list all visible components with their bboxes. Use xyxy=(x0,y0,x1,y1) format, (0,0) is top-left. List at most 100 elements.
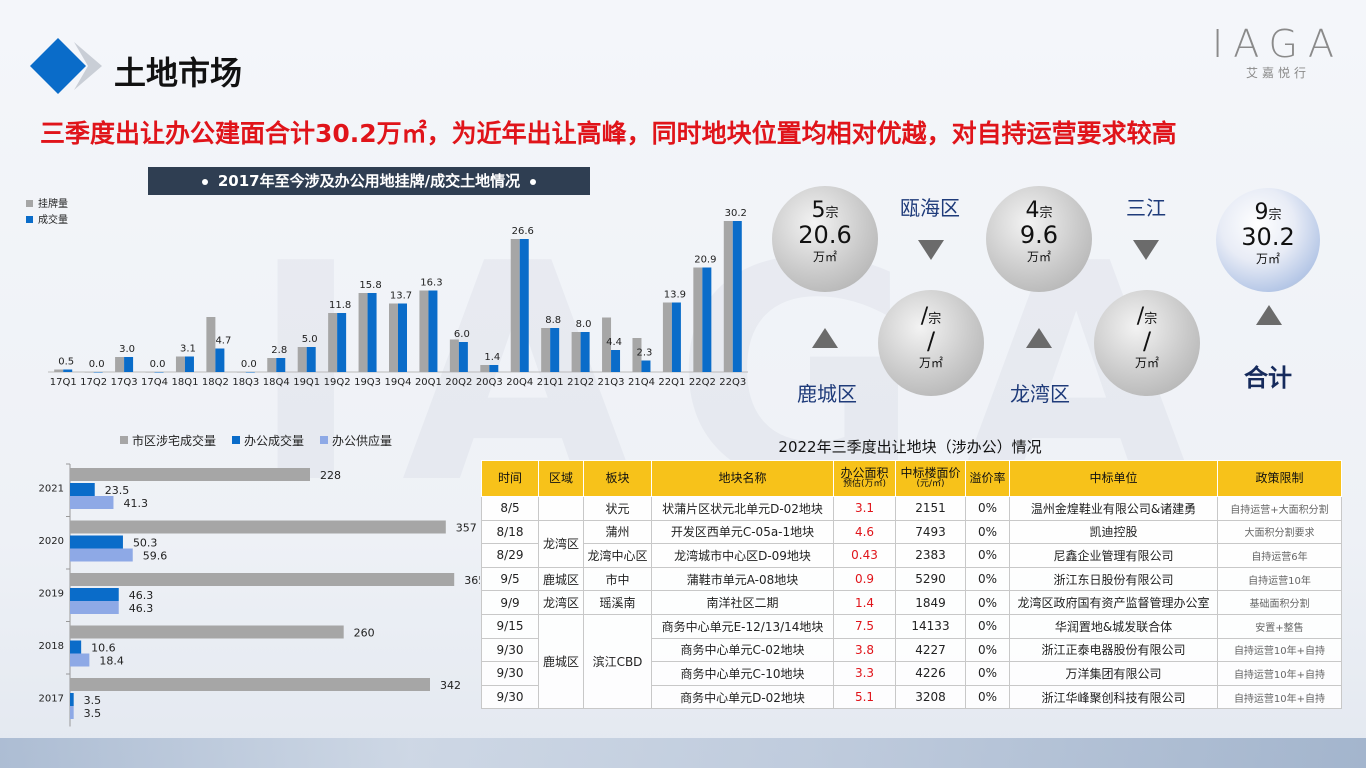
tick-label-21Q3: 21Q3 xyxy=(598,377,625,388)
hbar-2021-0 xyxy=(70,468,310,481)
hbar-2018-1 xyxy=(70,640,82,654)
tick-label-22Q3: 22Q3 xyxy=(719,377,746,388)
tick-label-21Q1: 21Q1 xyxy=(537,377,564,388)
tick-label-22Q2: 22Q2 xyxy=(689,377,716,388)
data-label-2017-2: 3.5 xyxy=(84,707,102,720)
table-cell: 9/30 xyxy=(481,637,539,663)
bar-20Q2-0 xyxy=(449,339,459,372)
data-label-19Q1: 5.0 xyxy=(302,334,318,345)
bar-17Q4-1 xyxy=(154,372,164,373)
bar-17Q3-1 xyxy=(124,357,134,372)
table-cell: 0% xyxy=(965,684,1010,710)
data-label-2021-1: 23.5 xyxy=(105,484,130,497)
tick-label-20Q4: 20Q4 xyxy=(506,377,533,388)
tick-label-20Q2: 20Q2 xyxy=(445,377,472,388)
hbar-2021-1 xyxy=(70,483,95,496)
table-cell: 大面积分割要求 xyxy=(1217,519,1342,545)
data-label-19Q2: 11.8 xyxy=(329,300,351,311)
table-cell: 龙湾中心区 xyxy=(583,543,652,568)
data-label-2017-0: 342 xyxy=(440,679,461,692)
legend-label-1: 成交量 xyxy=(38,213,68,226)
table-cell: 南洋社区二期 xyxy=(651,590,834,615)
tick-label-19Q2: 19Q2 xyxy=(324,377,351,388)
bullet-dot-icon xyxy=(201,178,208,185)
bar-18Q2-1 xyxy=(215,348,225,372)
bar-17Q1-0 xyxy=(54,369,64,372)
tick-label-18Q3: 18Q3 xyxy=(232,377,259,388)
table-cell: 浙江华峰聚创科技有限公司 xyxy=(1009,684,1218,710)
table-cell xyxy=(538,496,584,521)
tick-label-20Q1: 20Q1 xyxy=(415,377,442,388)
bar-17Q2-1 xyxy=(93,372,103,373)
table-cell: 1849 xyxy=(895,590,966,615)
header-plot-name: 地块名称 xyxy=(651,460,834,497)
bar-21Q4-1 xyxy=(641,360,651,372)
bar-21Q3-0 xyxy=(602,317,612,372)
table-cell: 9/30 xyxy=(481,684,539,710)
bar-18Q2-0 xyxy=(206,317,216,372)
table-cell: 0% xyxy=(965,613,1010,639)
table-cell: 龙湾区政府国有资产监督管理办公室 xyxy=(1009,590,1218,615)
table-row: 9/5 鹿城区 市中 蒲鞋市单元A-08地块 0.9 5290 0% 浙江东日股份有限公司 自持… xyxy=(481,566,1342,592)
table-cell: 0% xyxy=(965,543,1010,568)
bar-18Q1-1 xyxy=(184,356,194,372)
header-time: 时间 xyxy=(481,460,539,497)
bar-19Q4-0 xyxy=(389,303,398,372)
hbar-2018-2 xyxy=(70,653,90,667)
table-cell: 鹿城区 xyxy=(538,566,584,592)
table-cell: 龙湾区 xyxy=(538,590,584,615)
header-region: 区域 xyxy=(538,460,584,497)
bar-22Q1-1 xyxy=(671,302,681,372)
table-cell: 0% xyxy=(965,519,1010,545)
table-cell: 商务中心单元E-12/13/14地块 xyxy=(651,613,834,639)
bar-19Q2-0 xyxy=(328,313,338,372)
brand-name-cn: 艾嘉悦行 xyxy=(1246,66,1311,80)
table-cell: 3.8 xyxy=(833,637,896,663)
bar-20Q3-1 xyxy=(489,365,499,372)
tick-label-19Q3: 19Q3 xyxy=(354,377,381,388)
hbar-2017-0 xyxy=(70,678,430,691)
bar-18Q4-1 xyxy=(276,358,286,372)
bar-20Q2-1 xyxy=(458,342,468,372)
bar-19Q4-1 xyxy=(398,303,407,372)
data-label-18Q3: 0.0 xyxy=(241,359,257,370)
table-row: 8/29 龙湾中心区 龙湾城市中心区D-09地块 0.43 2383 0% 尼鑫企业管理有限… xyxy=(481,543,1342,568)
bar-21Q3-1 xyxy=(611,350,621,372)
table-cell: 0% xyxy=(965,661,1010,686)
hbar-2019-2 xyxy=(70,601,119,614)
header-price: 中标楼面价 (元/㎡) xyxy=(895,460,966,497)
table-row: 8/18 龙湾区 蒲州 开发区西单元C-05a-1地块 4.6 7493 0% 凯迪控股 大面积… xyxy=(481,519,1342,568)
table-row: 9/15 鹿城区 滨江CBD 商务中心单元E-12/13/14地块 7.5 14133 0%… xyxy=(481,613,1342,710)
bar-19Q3-1 xyxy=(367,293,377,372)
header-office-area: 办公面积 预估(万㎡) xyxy=(833,460,896,497)
legend-label-0: 挂牌量 xyxy=(38,197,68,210)
header-policy: 政策限制 xyxy=(1217,460,1342,497)
data-label-19Q3: 15.8 xyxy=(359,280,381,291)
yearly-horizontal-bar-chart: 市区涉宅成交量 办公成交量 办公供应量 2021 228 23.541.3 2020 357 5… xyxy=(39,433,480,727)
hbar-2019-1 xyxy=(70,588,119,601)
triangle-up-icon xyxy=(1256,305,1282,325)
table-cell: 8/5 xyxy=(481,496,539,521)
region-longwan: 龙湾区 xyxy=(1010,382,1070,406)
table-cell: 3208 xyxy=(895,684,966,710)
region-sanjiang: 三江 xyxy=(1126,196,1166,220)
tick-label-19Q4: 19Q4 xyxy=(385,377,412,388)
legend-label-2: 办公供应量 xyxy=(332,433,392,448)
hbar-2020-1 xyxy=(70,535,123,549)
tick-label-19Q1: 19Q1 xyxy=(293,377,320,388)
table-cell: 5290 xyxy=(895,566,966,592)
bar-21Q4-0 xyxy=(632,338,642,372)
table-cell: 凯迪控股 xyxy=(1009,519,1218,545)
table-cell: 商务中心单元D-02地块 xyxy=(651,684,834,710)
bar-18Q3-0 xyxy=(236,372,246,373)
land-deals-table: 时间 区域 板块 地块名称 办公面积 预估(万㎡) 中标楼面价 (元/㎡) 溢价率 … xyxy=(481,460,1342,710)
bar-20Q1-0 xyxy=(419,290,429,372)
table-cell: 4227 xyxy=(895,637,966,663)
data-label-2018-1: 10.6 xyxy=(91,642,116,655)
bar-19Q3-0 xyxy=(358,293,368,372)
tick-label-2018: 2018 xyxy=(39,641,64,652)
legend-swatch-1 xyxy=(26,216,33,223)
table-cell: 0.43 xyxy=(833,543,896,568)
table-cell: 7493 xyxy=(895,519,966,545)
